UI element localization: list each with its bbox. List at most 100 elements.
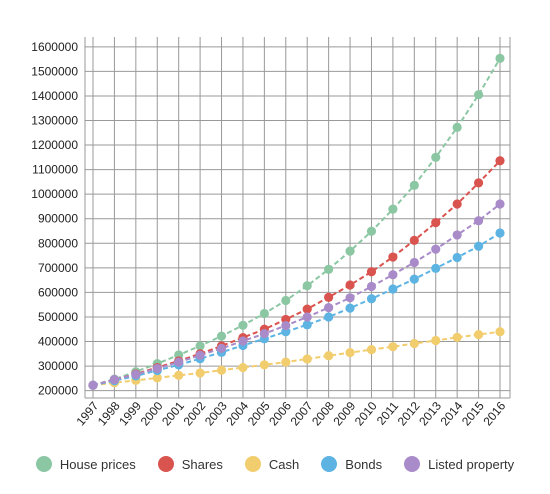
data-point: [302, 312, 312, 322]
data-point: [473, 330, 484, 340]
line-chart: 1600000 1500000 1400000 1300000 1200000 11000…: [31, 37, 511, 429]
chart-legend: House prices Shares Cash Bonds Listed proper…: [0, 452, 550, 476]
data-point: [452, 252, 462, 263]
data-point: [302, 354, 312, 364]
legend-item: Listed property: [404, 456, 514, 472]
data-point: [302, 281, 312, 291]
legend-label: House prices: [59, 456, 136, 472]
data-point: [259, 360, 269, 370]
data-point: [409, 257, 419, 268]
data-point: [345, 293, 355, 303]
data-point: [473, 216, 484, 226]
legend-item: Bonds: [321, 456, 382, 472]
series-line: [92, 57, 501, 387]
x-tick-label: 2007: [288, 399, 316, 429]
data-point: [324, 303, 334, 313]
data-point: [345, 246, 355, 256]
x-tick-label: 2002: [181, 399, 209, 429]
data-point: [452, 230, 462, 240]
y-axis: 1600000 1500000 1400000 1300000 1200000 11000…: [31, 40, 78, 398]
chart-grid: [84, 37, 511, 399]
data-point: [473, 178, 484, 188]
y-tick-label: 1200000: [31, 138, 78, 152]
data-point: [409, 338, 419, 349]
data-point: [388, 204, 398, 214]
x-tick-label: 1997: [73, 399, 101, 429]
data-point: [366, 345, 377, 355]
data-point: [216, 331, 227, 341]
data-point: [452, 199, 462, 209]
x-tick-label: 1999: [116, 399, 144, 429]
data-point: [174, 357, 184, 367]
x-tick-label: 2003: [202, 399, 230, 429]
data-point: [152, 363, 162, 374]
data-point: [88, 380, 98, 390]
y-tick-label: 1300000: [31, 113, 78, 127]
data-point: [495, 53, 505, 63]
data-point: [388, 252, 398, 262]
data-point: [495, 228, 505, 238]
legend-swatch: [404, 456, 421, 472]
data-point: [302, 304, 312, 314]
data-point: [195, 341, 205, 351]
series-line: [92, 160, 501, 387]
legend-label: Bonds: [345, 456, 383, 472]
data-point: [431, 263, 441, 273]
data-point: [174, 370, 184, 381]
x-tick-label: 2011: [374, 399, 402, 428]
x-tick-label: 2004: [223, 399, 251, 429]
data-point: [345, 347, 355, 358]
data-point: [473, 241, 484, 251]
y-tick-label: 700000: [38, 261, 78, 275]
data-point: [216, 365, 227, 375]
y-tick-label: 900000: [38, 212, 78, 226]
data-point: [388, 284, 398, 294]
legend-item: Cash: [244, 456, 299, 472]
data-point: [431, 244, 441, 254]
data-point: [409, 235, 419, 245]
data-point: [388, 270, 398, 280]
data-point: [345, 303, 355, 313]
series-line: [92, 203, 501, 387]
y-tick-label: 1000000: [31, 187, 78, 201]
legend-label: Listed property: [428, 456, 515, 472]
data-point: [409, 274, 419, 284]
x-tick-label: 2009: [330, 399, 358, 429]
data-point: [431, 152, 441, 162]
data-point: [452, 122, 462, 132]
data-point: [431, 335, 441, 346]
y-tick-label: 300000: [38, 359, 78, 373]
x-tick-label: 1998: [95, 399, 123, 429]
data-point: [324, 312, 334, 322]
data-point: [281, 320, 291, 331]
data-point: [388, 342, 398, 352]
data-point: [302, 320, 312, 330]
data-point: [324, 264, 334, 274]
y-tick-label: 800000: [38, 236, 78, 250]
y-tick-label: 1400000: [31, 89, 78, 103]
x-tick-label: 2013: [416, 399, 444, 429]
data-point: [109, 374, 120, 385]
y-tick-label: 500000: [38, 310, 78, 324]
data-point: [495, 327, 505, 337]
x-tick-label: 2005: [245, 399, 273, 429]
series-points: [88, 53, 505, 390]
y-tick-label: 1500000: [31, 64, 78, 78]
data-point: [195, 368, 205, 378]
data-point: [324, 351, 334, 361]
data-point: [495, 199, 505, 209]
legend-label: Shares: [181, 456, 223, 472]
x-tick-label: 2016: [480, 399, 508, 429]
legend-swatch: [321, 456, 338, 472]
data-point: [409, 180, 419, 190]
x-tick-label: 2014: [438, 399, 466, 429]
data-point: [366, 281, 377, 292]
y-tick-label: 1600000: [31, 40, 78, 54]
y-tick-label: 600000: [38, 285, 78, 299]
data-point: [259, 329, 269, 339]
data-point: [281, 295, 291, 306]
data-point: [281, 357, 291, 367]
legend-item: Shares: [157, 456, 223, 472]
series-line: [92, 232, 501, 387]
data-point: [495, 156, 505, 166]
